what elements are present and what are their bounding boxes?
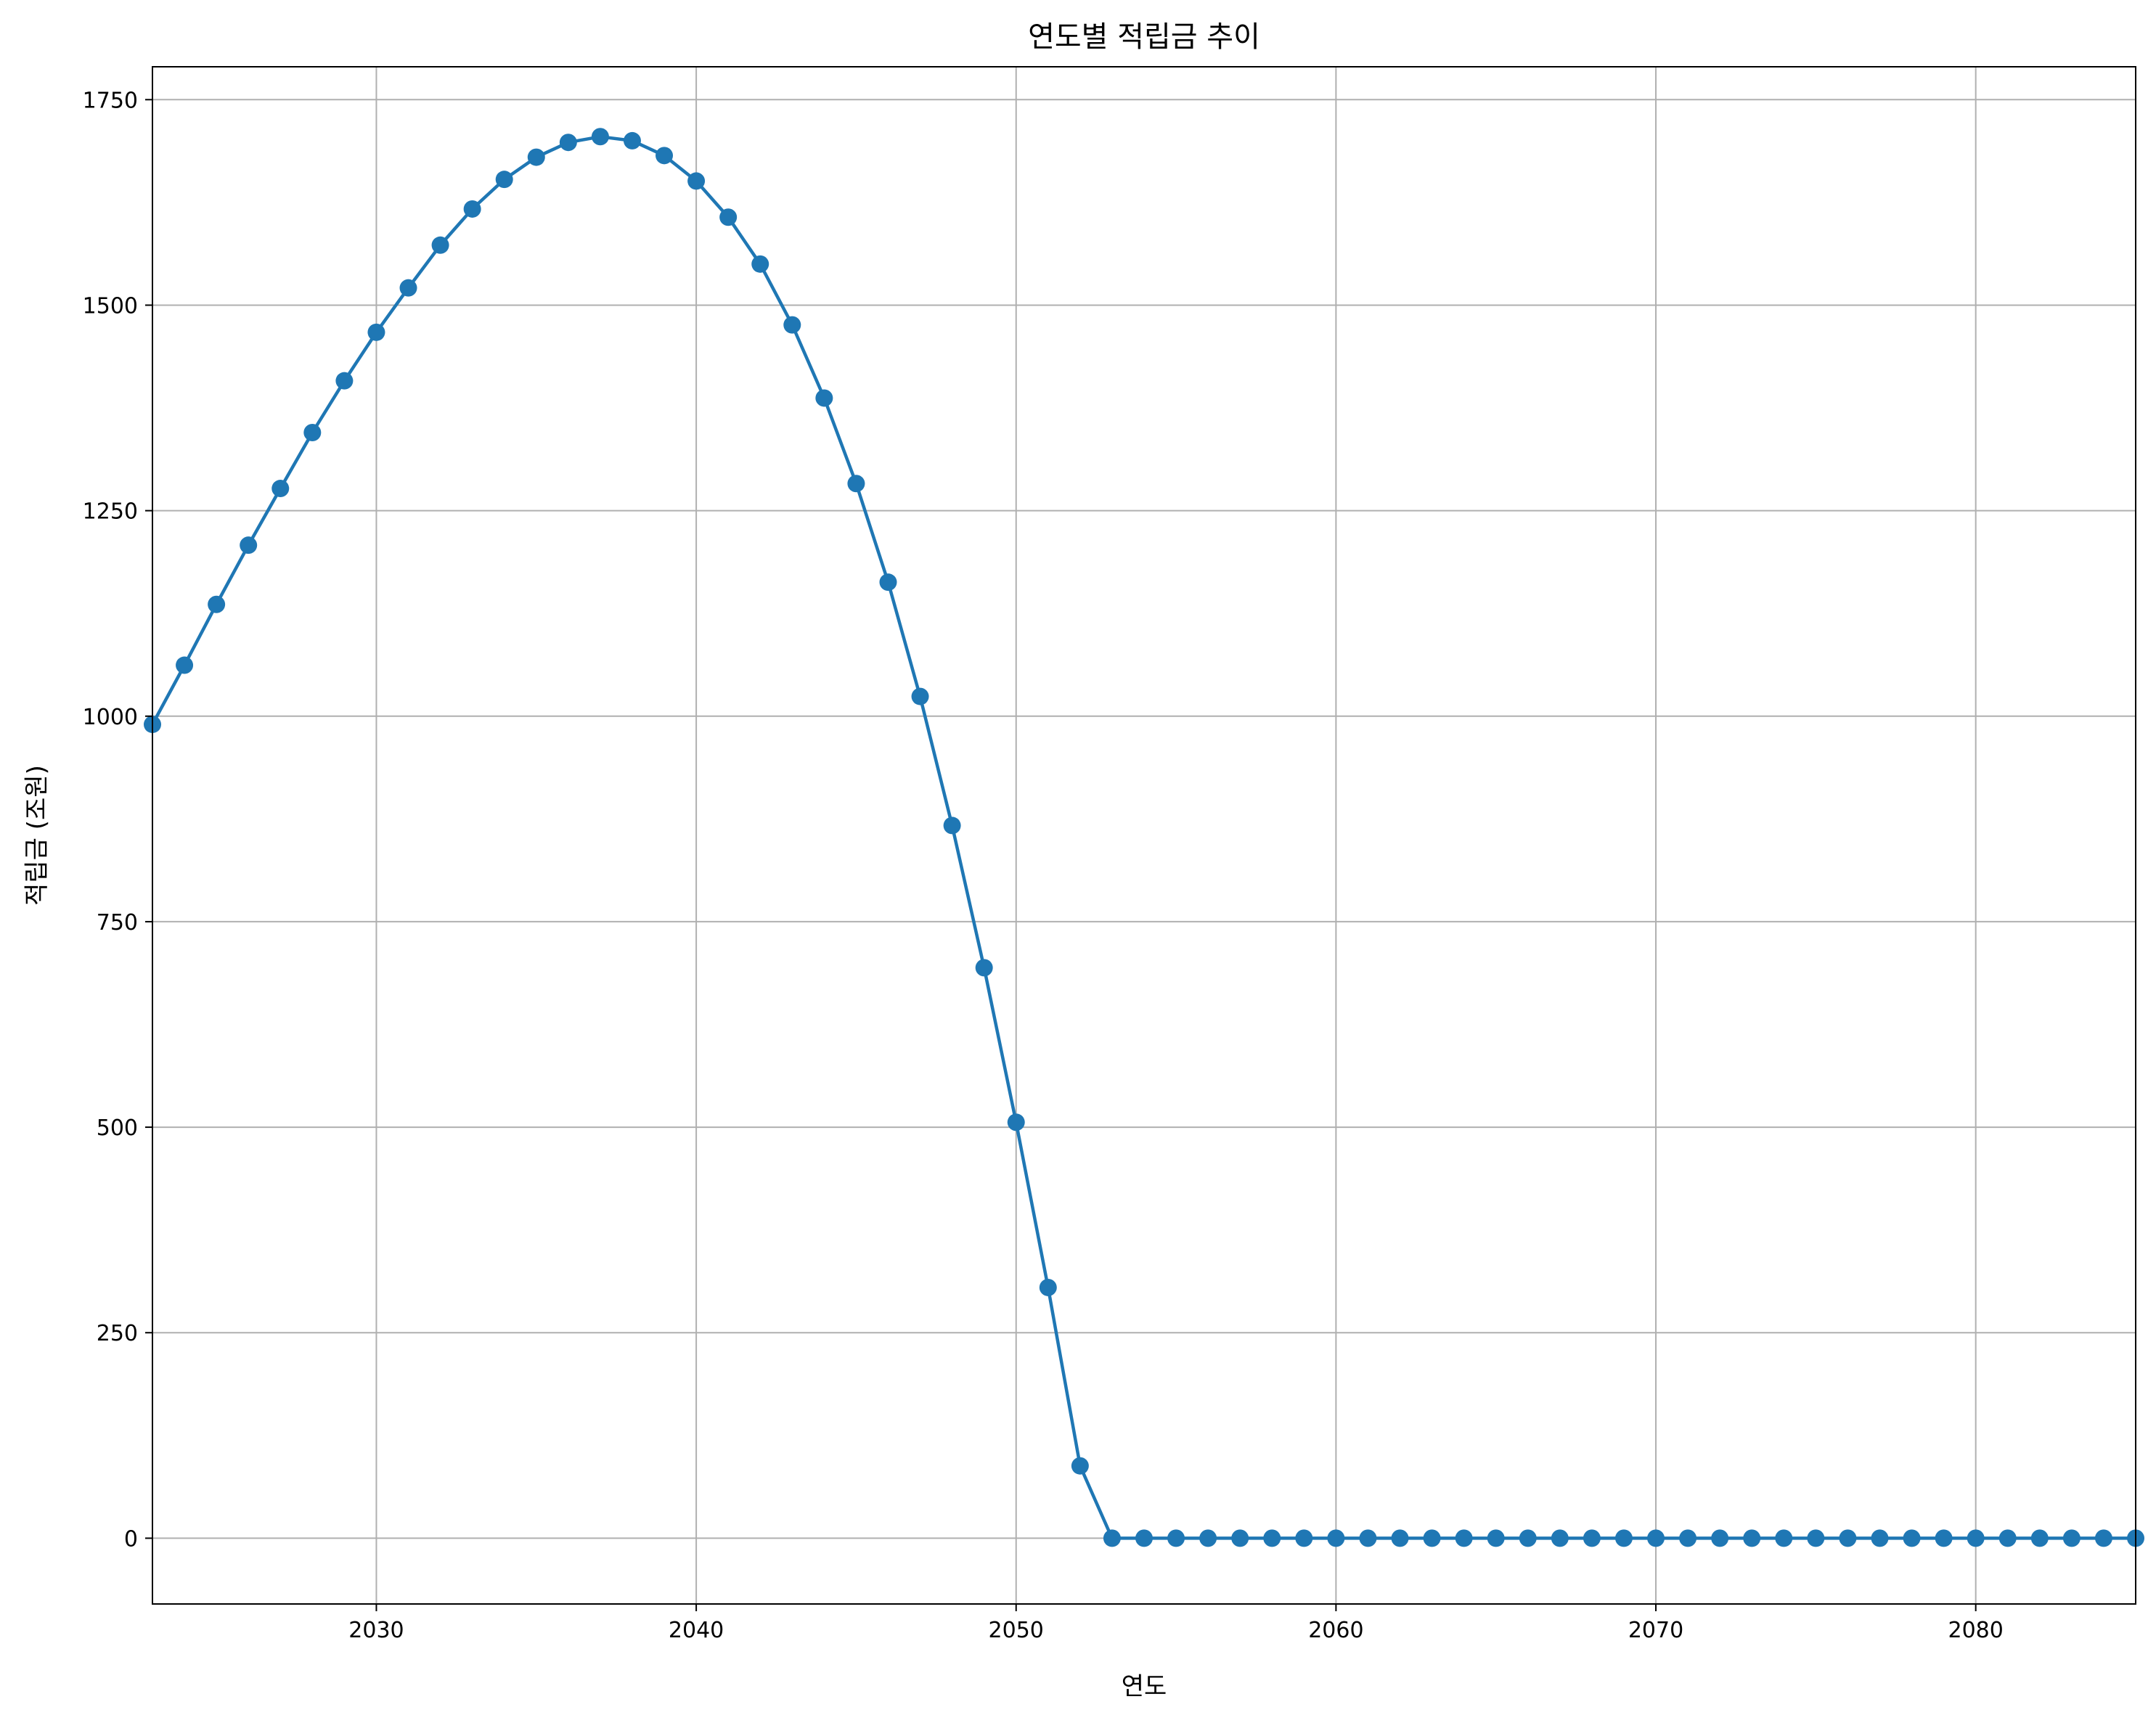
y-tick-label: 750: [97, 910, 138, 936]
data-point: [943, 817, 961, 835]
data-point: [656, 147, 674, 165]
data-point: [1871, 1529, 1889, 1547]
data-point: [367, 323, 385, 341]
data-point: [303, 424, 322, 442]
data-point: [751, 255, 769, 273]
series-layer: [144, 128, 2144, 1547]
data-point: [1614, 1529, 1633, 1547]
data-point: [1263, 1529, 1281, 1547]
data-point: [335, 372, 354, 390]
data-point: [687, 172, 706, 190]
data-point: [271, 480, 290, 498]
data-point: [1647, 1529, 1665, 1547]
data-point: [1839, 1529, 1857, 1547]
data-point: [1807, 1529, 1825, 1547]
data-point: [463, 200, 481, 218]
data-point: [879, 573, 897, 592]
data-point: [1935, 1529, 1953, 1547]
data-point: [1455, 1529, 1473, 1547]
data-point: [1295, 1529, 1313, 1547]
data-point: [1998, 1529, 2017, 1547]
data-point: [911, 687, 929, 705]
data-point: [431, 236, 449, 254]
grid: [152, 67, 2136, 1604]
x-tick-label: 2070: [1628, 1618, 1683, 1643]
data-point: [1327, 1529, 1345, 1547]
y-axis-label: 적립금 (조원): [23, 765, 52, 906]
data-point: [1007, 1113, 1025, 1131]
data-point: [1039, 1278, 1057, 1296]
y-tick-label: 500: [97, 1116, 138, 1141]
data-point: [783, 316, 801, 334]
data-point: [1551, 1529, 1569, 1547]
data-point: [623, 131, 641, 150]
data-point: [240, 536, 258, 554]
data-point: [399, 279, 417, 297]
data-point: [559, 134, 577, 152]
data-point: [495, 171, 513, 189]
data-point: [847, 475, 865, 493]
y-tick-label: 250: [97, 1321, 138, 1346]
data-point: [1167, 1529, 1185, 1547]
data-point: [2062, 1529, 2081, 1547]
data-point: [1775, 1529, 1793, 1547]
data-point: [1487, 1529, 1505, 1547]
y-tick-label: 1000: [83, 705, 138, 730]
x-tick-label: 2060: [1308, 1618, 1363, 1643]
data-point: [176, 656, 194, 674]
chart-title: 연도별 적립금 추이: [1028, 20, 1260, 54]
data-point: [1231, 1529, 1249, 1547]
data-point: [1199, 1529, 1217, 1547]
y-tick-label: 1750: [83, 88, 138, 113]
data-point: [1071, 1457, 1089, 1475]
x-tick-label: 2080: [1948, 1618, 2003, 1643]
data-point: [975, 959, 993, 977]
plot-frame: [152, 66, 2136, 1605]
data-point: [1711, 1529, 1729, 1547]
data-point: [527, 148, 545, 166]
data-point: [208, 595, 226, 613]
y-tick-label: 0: [124, 1526, 138, 1552]
data-point: [1359, 1529, 1377, 1547]
data-point: [1679, 1529, 1697, 1547]
x-tick-label: 2040: [669, 1618, 724, 1643]
y-tick-label: 1500: [83, 293, 138, 319]
data-point: [2094, 1529, 2112, 1547]
y-tick-label: 1250: [83, 499, 138, 525]
data-point: [1103, 1529, 1121, 1547]
data-point: [719, 208, 738, 226]
data-point: [1391, 1529, 1409, 1547]
data-point: [1743, 1529, 1761, 1547]
x-axis-label: 연도: [1122, 1672, 1167, 1701]
ticks: 2030 2040 2050 2060 2070 2080 0 250 500 750 1000 12…: [83, 88, 2004, 1643]
data-point: [1903, 1529, 1921, 1547]
data-point: [1519, 1529, 1537, 1547]
data-point: [1423, 1529, 1441, 1547]
data-point: [591, 128, 609, 146]
data-point: [1967, 1529, 1985, 1547]
x-tick-label: 2050: [989, 1618, 1044, 1643]
x-tick-label: 2030: [348, 1618, 404, 1643]
data-point: [2030, 1529, 2049, 1547]
data-point: [1135, 1529, 1153, 1547]
data-point: [1583, 1529, 1601, 1547]
data-point: [815, 389, 833, 407]
